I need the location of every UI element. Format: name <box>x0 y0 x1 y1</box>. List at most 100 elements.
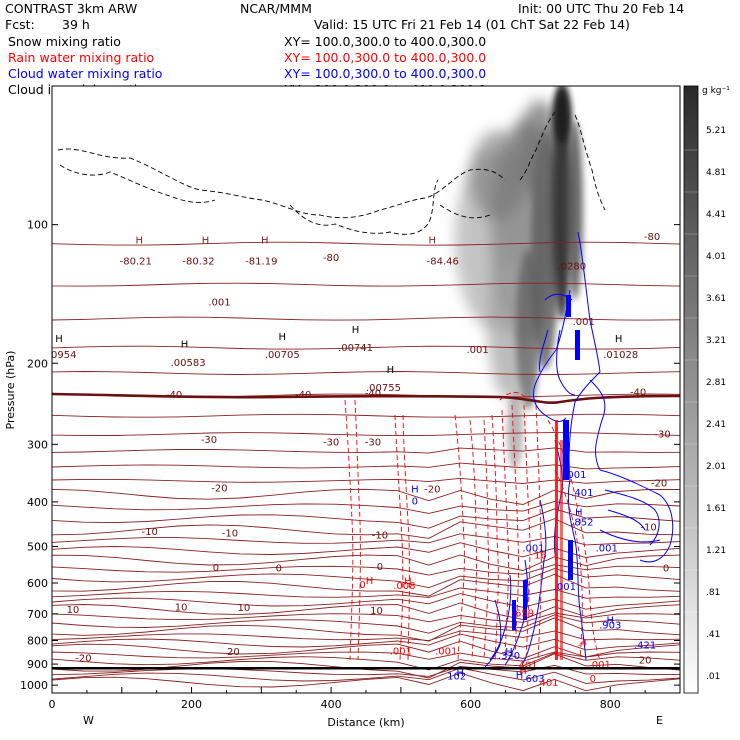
x-axis: 0 200 400 600 800 <box>49 687 681 711</box>
high-marker: H <box>279 332 287 343</box>
x-axis-east-label: E <box>656 714 663 727</box>
isotherm-label: -20 <box>651 478 667 489</box>
isotherm-line <box>52 612 680 623</box>
isotherm-line <box>52 371 680 375</box>
high-marker: H <box>606 615 614 626</box>
contour-labels: -80.21 -80.32 -81.19 -80 -84.46 -80 .001 .00954… <box>41 232 671 689</box>
legend-rain-xy: XY= 100.0,300.0 to 400.0,300.0 <box>284 50 486 65</box>
colorbar-label: 1.21 <box>706 546 726 556</box>
isotherm-line <box>52 462 680 470</box>
fcst-label: Fcst: <box>5 17 35 32</box>
x-tick-label: 200 <box>181 698 202 711</box>
x-tick-label: 600 <box>460 698 481 711</box>
y-tick-label: 300 <box>27 438 48 451</box>
high-marker: H <box>135 236 143 247</box>
legend-snow-xy: XY= 100.0,300.0 to 400.0,300.0 <box>284 34 486 49</box>
high-marker: H <box>404 577 412 588</box>
isotherm-line <box>52 316 680 321</box>
isotherm-line <box>52 664 680 677</box>
high-marker: H <box>516 670 524 681</box>
cloud-water-label: .903 <box>599 621 621 632</box>
isotherm-label: 10 <box>175 602 188 613</box>
plot-area: -80.21 -80.32 -81.19 -80 -84.46 -80 .001 .00954… <box>41 86 680 693</box>
legend-cloudwater-name: Cloud water mixing ratio <box>8 66 162 81</box>
isotherm-line <box>52 413 680 418</box>
rain-water-label: .659 <box>512 608 534 619</box>
isotherm-line <box>52 614 680 634</box>
isotherm-line <box>52 587 680 599</box>
x-tick-label: 0 <box>49 698 56 711</box>
isotherm-line <box>52 640 680 660</box>
colorbar-label: 3.61 <box>706 294 726 304</box>
legend-cloudwater-xy: XY= 100.0,300.0 to 400.0,300.0 <box>284 66 486 81</box>
colorbar-label: .81 <box>706 588 720 598</box>
isotherm-line <box>52 667 680 684</box>
snow-shading <box>455 86 583 470</box>
y-tick-label: 200 <box>27 357 48 370</box>
y-tick-label: 400 <box>27 496 48 509</box>
isotherm-label: -30 <box>201 435 217 446</box>
isotherm-label: -80.21 <box>120 256 152 267</box>
isotherm-label: .01028 <box>603 350 638 361</box>
isotherm-label: -80.32 <box>182 256 214 267</box>
isotherm-line <box>52 518 680 539</box>
fcst-value: 39 h <box>62 17 90 32</box>
isotherm-label: 0 <box>377 562 383 573</box>
isotherm-label: -10 <box>222 529 238 540</box>
isotherm-label: .00705 <box>265 350 300 361</box>
org-label: NCAR/MMM <box>240 1 312 16</box>
colorbar-label: .01 <box>706 672 720 682</box>
y-tick-label: 900 <box>27 658 48 671</box>
cloud-water-label: .001 <box>564 470 586 481</box>
isotherm-label: -10 <box>372 530 388 541</box>
x-tick-label: 400 <box>321 698 342 711</box>
isotherm-line <box>52 573 680 597</box>
colorbar-label: 2.41 <box>706 420 726 430</box>
isotherm-label: 0 <box>663 564 669 575</box>
isotherm-line <box>52 617 680 642</box>
colorbar-label: 4.41 <box>706 210 726 220</box>
surface-line <box>52 667 680 670</box>
x-axis-label: Distance (km) <box>327 716 404 729</box>
isotherm-line <box>52 630 680 642</box>
high-marker: H <box>411 485 419 496</box>
colorbar: g kg⁻¹ 5.21 4.81 4.41 4.01 3.61 3.21 2.81 2.41 2… <box>683 85 730 697</box>
isotherm-label: -20 <box>424 485 440 496</box>
cloud-ice-contours <box>57 111 606 235</box>
isotherm-label: .001 <box>467 345 489 356</box>
isotherm-label: -81.19 <box>245 256 277 267</box>
rain-water-label: .001 <box>390 646 412 657</box>
cloud-water-max-markers <box>512 295 580 660</box>
cloud-water-label: 0 <box>412 496 418 507</box>
isotherm-label: 10 <box>67 605 80 616</box>
isotherm-label: 20 <box>227 647 240 658</box>
isotherm-label: -20 <box>211 484 227 495</box>
model-title: CONTRAST 3km ARW <box>5 1 137 16</box>
rain-water-label: .001 <box>589 660 611 671</box>
isotherm-line <box>52 672 680 692</box>
y-tick-label: 800 <box>27 635 48 648</box>
rain-water-label: .401 <box>515 660 537 671</box>
isotherm-label: .001 <box>208 298 230 309</box>
high-marker: H <box>456 668 464 679</box>
isotherm-label: .00755 <box>366 383 401 394</box>
cloud-water-label: .001 <box>554 582 576 593</box>
colorbar-label: 4.81 <box>706 168 726 178</box>
freezing-level-line <box>52 392 680 404</box>
rain-water-label: 16 <box>534 551 547 562</box>
isotherm-label: .00954 <box>41 350 76 361</box>
high-marker: H <box>615 334 623 345</box>
rain-water-label: .401 <box>536 678 558 689</box>
isotherm-label: -10 <box>640 523 656 534</box>
rain-water-contours <box>344 392 601 661</box>
isotherm-label: .0280 <box>558 261 587 272</box>
cloud-water-label: .320 <box>498 651 520 662</box>
x-tick-label: 800 <box>600 698 621 711</box>
isotherm-label: 10 <box>370 606 383 617</box>
colorbar-label: 4.01 <box>706 252 726 262</box>
rain-water-label: .4 <box>578 638 588 649</box>
high-marker: H <box>261 236 269 247</box>
rain-water-label: .008 <box>393 581 415 592</box>
